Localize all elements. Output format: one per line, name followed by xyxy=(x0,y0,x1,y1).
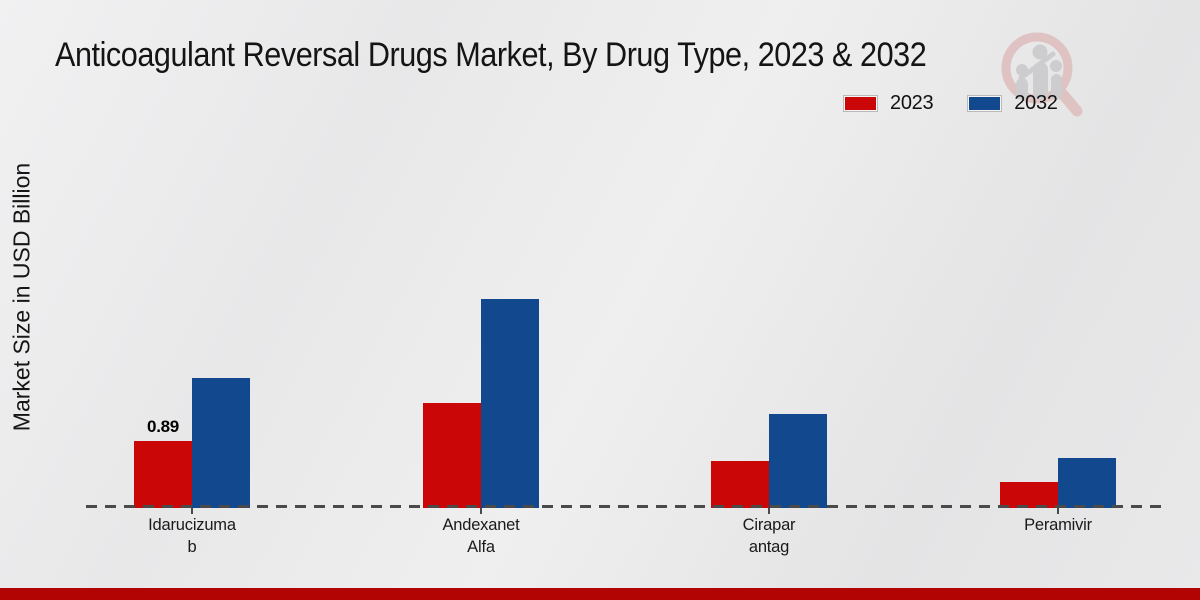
bar-2023-ciraparantag xyxy=(711,461,769,508)
x-axis-tick xyxy=(768,508,770,514)
bar-2023-peramivir xyxy=(1000,482,1058,508)
x-axis-tick xyxy=(1057,508,1059,514)
category-label-idarucizumab: Idarucizuma b xyxy=(148,516,236,556)
category-label-peramivir: Peramivir xyxy=(1024,516,1092,534)
x-axis-tick xyxy=(480,508,482,514)
bar-2023-andexanet-alfa xyxy=(423,403,481,508)
bar-2032-peramivir xyxy=(1058,458,1116,508)
x-axis-baseline xyxy=(86,505,1163,508)
legend-label: 2032 xyxy=(1014,92,1058,114)
bar-2032-idarucizumab xyxy=(192,378,250,508)
footer-accent-bar xyxy=(0,588,1200,600)
legend-item-2032: 2032 xyxy=(967,92,1058,115)
legend-label: 2023 xyxy=(890,92,934,114)
legend-item-2023: 2023 xyxy=(843,92,934,115)
x-axis-tick xyxy=(191,508,193,514)
bar-2032-ciraparantag xyxy=(769,414,827,508)
bar-2023-idarucizumab xyxy=(134,441,192,508)
category-label-ciraparantag: Cirapar antag xyxy=(742,516,796,556)
bar-value-label: 0.89 xyxy=(147,417,179,436)
category-label-andexanet-alfa: Andexanet Alfa xyxy=(442,516,520,556)
magnifier-bar-chart-logo-icon xyxy=(1001,32,1083,117)
legend-swatch-2032 xyxy=(967,95,1003,112)
chart-title: Anticoagulant Reversal Drugs Market, By … xyxy=(55,36,927,74)
legend: 2023 2032 xyxy=(843,92,1058,115)
y-axis-label: Market Size in USD Billion xyxy=(8,162,35,432)
bar-2032-andexanet-alfa xyxy=(481,299,539,508)
legend-swatch-2023 xyxy=(843,95,878,112)
